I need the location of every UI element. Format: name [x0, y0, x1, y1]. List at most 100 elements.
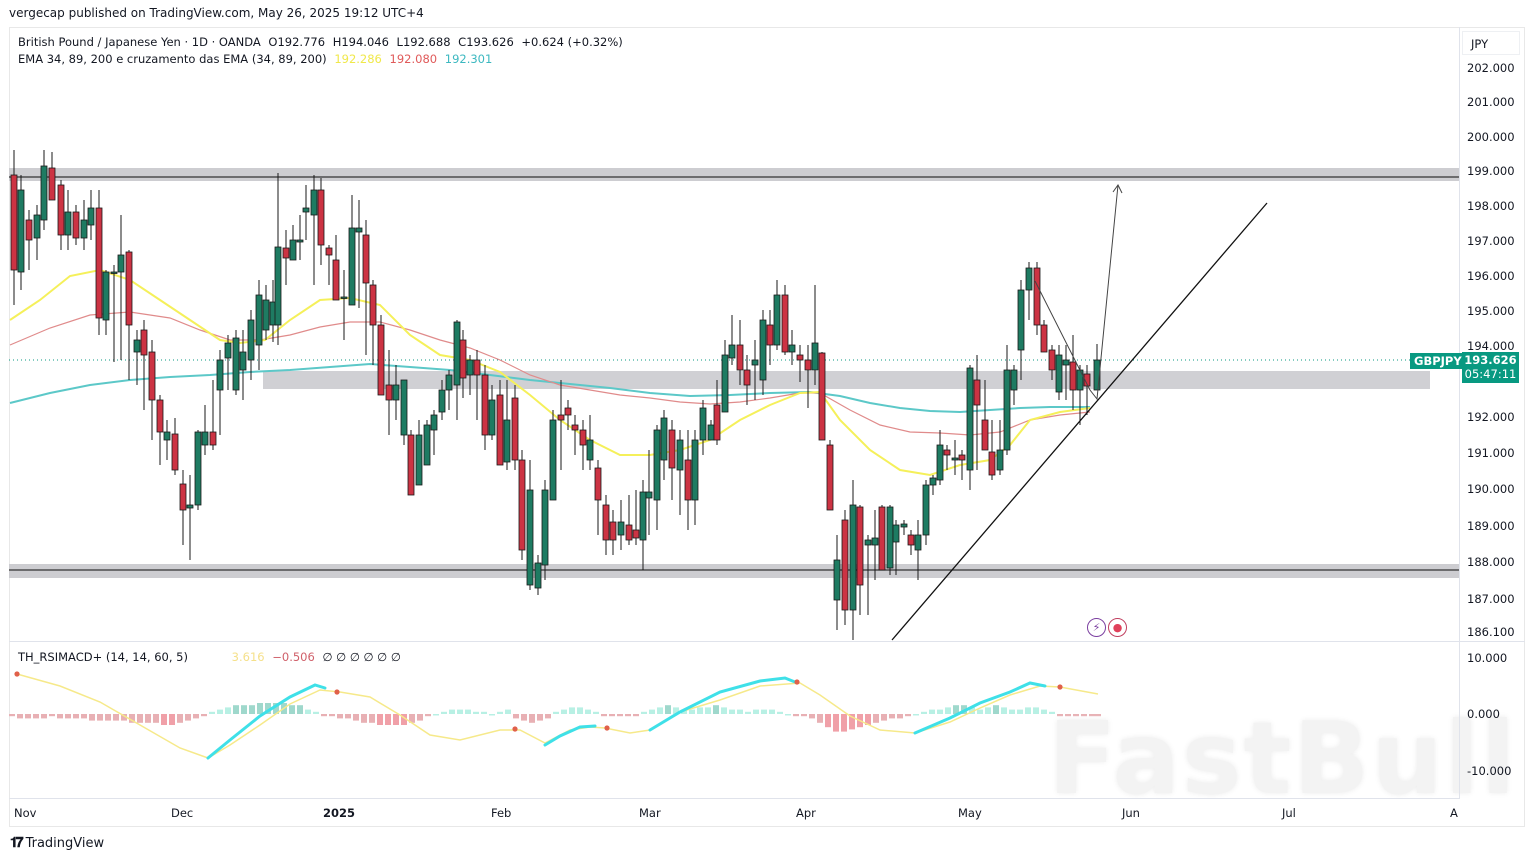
- candle-body: [201, 431, 209, 446]
- time-tick: Mar: [639, 806, 661, 820]
- bar-countdown: 05:47:11: [1464, 367, 1517, 381]
- tradingview-footer[interactable]: 𝟏𝟕 TradingView: [10, 835, 104, 851]
- candle-body: [473, 359, 481, 376]
- histogram-bar: [497, 711, 503, 714]
- histogram-bar: [177, 714, 183, 723]
- histogram-bar: [81, 714, 87, 719]
- candle-body: [571, 424, 579, 431]
- candle-body: [996, 449, 1004, 471]
- histogram-bar: [137, 714, 143, 723]
- candle-body: [511, 397, 519, 461]
- candle-body: [1025, 267, 1033, 291]
- histogram-bar: [25, 714, 31, 719]
- candle-body: [340, 296, 348, 299]
- histogram-bar: [161, 714, 167, 725]
- oscillator-fast-line: [206, 683, 327, 760]
- currency-label[interactable]: JPY: [1462, 31, 1520, 55]
- histogram-bar: [1065, 714, 1071, 717]
- candle-body: [929, 477, 937, 486]
- histogram-bar: [121, 714, 127, 721]
- oscillator-tick: 10.000: [1467, 651, 1508, 665]
- candle-body: [958, 454, 966, 461]
- candle-body: [423, 424, 431, 466]
- histogram-bar: [929, 709, 935, 714]
- histogram-bar: [153, 714, 159, 723]
- ohlc-change: +0.624 (+0.32%): [521, 35, 623, 49]
- histogram-bar: [353, 714, 359, 721]
- ema-title[interactable]: EMA 34, 89, 200 e cruzamento das EMA (34…: [18, 52, 327, 66]
- histogram-bar: [33, 714, 39, 719]
- candle-body: [496, 394, 504, 466]
- candle-body: [736, 344, 744, 371]
- candle-body: [48, 167, 56, 201]
- price-tick: 194.000: [1467, 339, 1515, 353]
- candle-body: [488, 399, 496, 436]
- ohlc-open: O192.776: [268, 35, 326, 49]
- candle-body: [728, 344, 736, 359]
- histogram-bar: [873, 714, 879, 723]
- symbol-name[interactable]: British Pound / Japanese Yen · 1D · OAND…: [18, 35, 261, 49]
- histogram-bar: [777, 711, 783, 714]
- cross-dot: [1057, 684, 1063, 690]
- time-tick: A: [1450, 806, 1458, 820]
- record-dot-icon[interactable]: ●: [1108, 618, 1127, 637]
- histogram-bar: [833, 714, 839, 732]
- histogram-bar: [905, 714, 911, 717]
- candle-body: [841, 519, 849, 611]
- candle-body: [415, 434, 423, 486]
- candle-body: [943, 449, 951, 456]
- candle-body: [699, 407, 707, 441]
- osc-title[interactable]: TH_RSIMACD+ (14, 14, 60, 5): [18, 650, 188, 664]
- candle-body: [826, 444, 834, 511]
- time-axis[interactable]: [9, 798, 1459, 827]
- histogram-bar: [977, 709, 983, 714]
- resistance-zone: [9, 168, 1459, 181]
- histogram-bar: [1049, 711, 1055, 714]
- candle-body: [602, 504, 610, 541]
- tradingview-logo-icon: 𝟏𝟕: [10, 835, 24, 851]
- price-tick: 201.000: [1467, 95, 1515, 109]
- histogram-bar: [681, 709, 687, 714]
- histogram-bar: [377, 714, 383, 725]
- candle-body: [40, 165, 48, 221]
- pane-separator[interactable]: [9, 641, 1525, 642]
- histogram-bar: [761, 709, 767, 714]
- candle-body: [1048, 349, 1056, 371]
- price-tick: 197.000: [1467, 234, 1515, 248]
- lightning-icon[interactable]: ⚡: [1087, 618, 1106, 637]
- histogram-bar: [657, 707, 663, 714]
- candle-body: [445, 374, 453, 391]
- candle-body: [878, 506, 886, 571]
- price-axis[interactable]: [1459, 27, 1526, 799]
- histogram-bar: [1025, 707, 1031, 714]
- histogram-bar: [1057, 714, 1063, 717]
- candle-body: [148, 351, 156, 401]
- ema89-line: [9, 311, 1091, 436]
- price-tick: 195.000: [1467, 304, 1515, 318]
- candle-body: [125, 251, 133, 326]
- candle-body: [232, 337, 240, 391]
- candle-body: [1062, 359, 1070, 366]
- candle-body: [766, 324, 774, 346]
- candle-body: [95, 207, 103, 319]
- histogram-bar: [577, 707, 583, 714]
- histogram-bar: [201, 714, 207, 717]
- candle-body: [534, 562, 542, 589]
- candle-body: [163, 431, 171, 441]
- price-tick: 191.000: [1467, 446, 1515, 460]
- histogram-bar: [321, 714, 327, 717]
- candle-body: [818, 352, 826, 441]
- histogram-bar: [513, 714, 519, 719]
- candle-body: [332, 259, 340, 301]
- histogram-bar: [825, 714, 831, 728]
- histogram-bar: [265, 703, 271, 714]
- candle-body: [296, 239, 304, 243]
- candle-body: [557, 414, 565, 421]
- candle-body: [1003, 369, 1011, 451]
- mid-zone: [263, 371, 1430, 389]
- histogram-bar: [553, 711, 559, 714]
- ema-legend: EMA 34, 89, 200 e cruzamento das EMA (34…: [18, 52, 496, 66]
- histogram-bar: [449, 709, 455, 714]
- candle-body: [117, 254, 125, 273]
